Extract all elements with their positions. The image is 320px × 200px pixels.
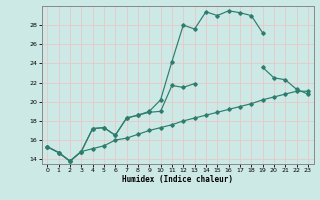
X-axis label: Humidex (Indice chaleur): Humidex (Indice chaleur) <box>122 175 233 184</box>
